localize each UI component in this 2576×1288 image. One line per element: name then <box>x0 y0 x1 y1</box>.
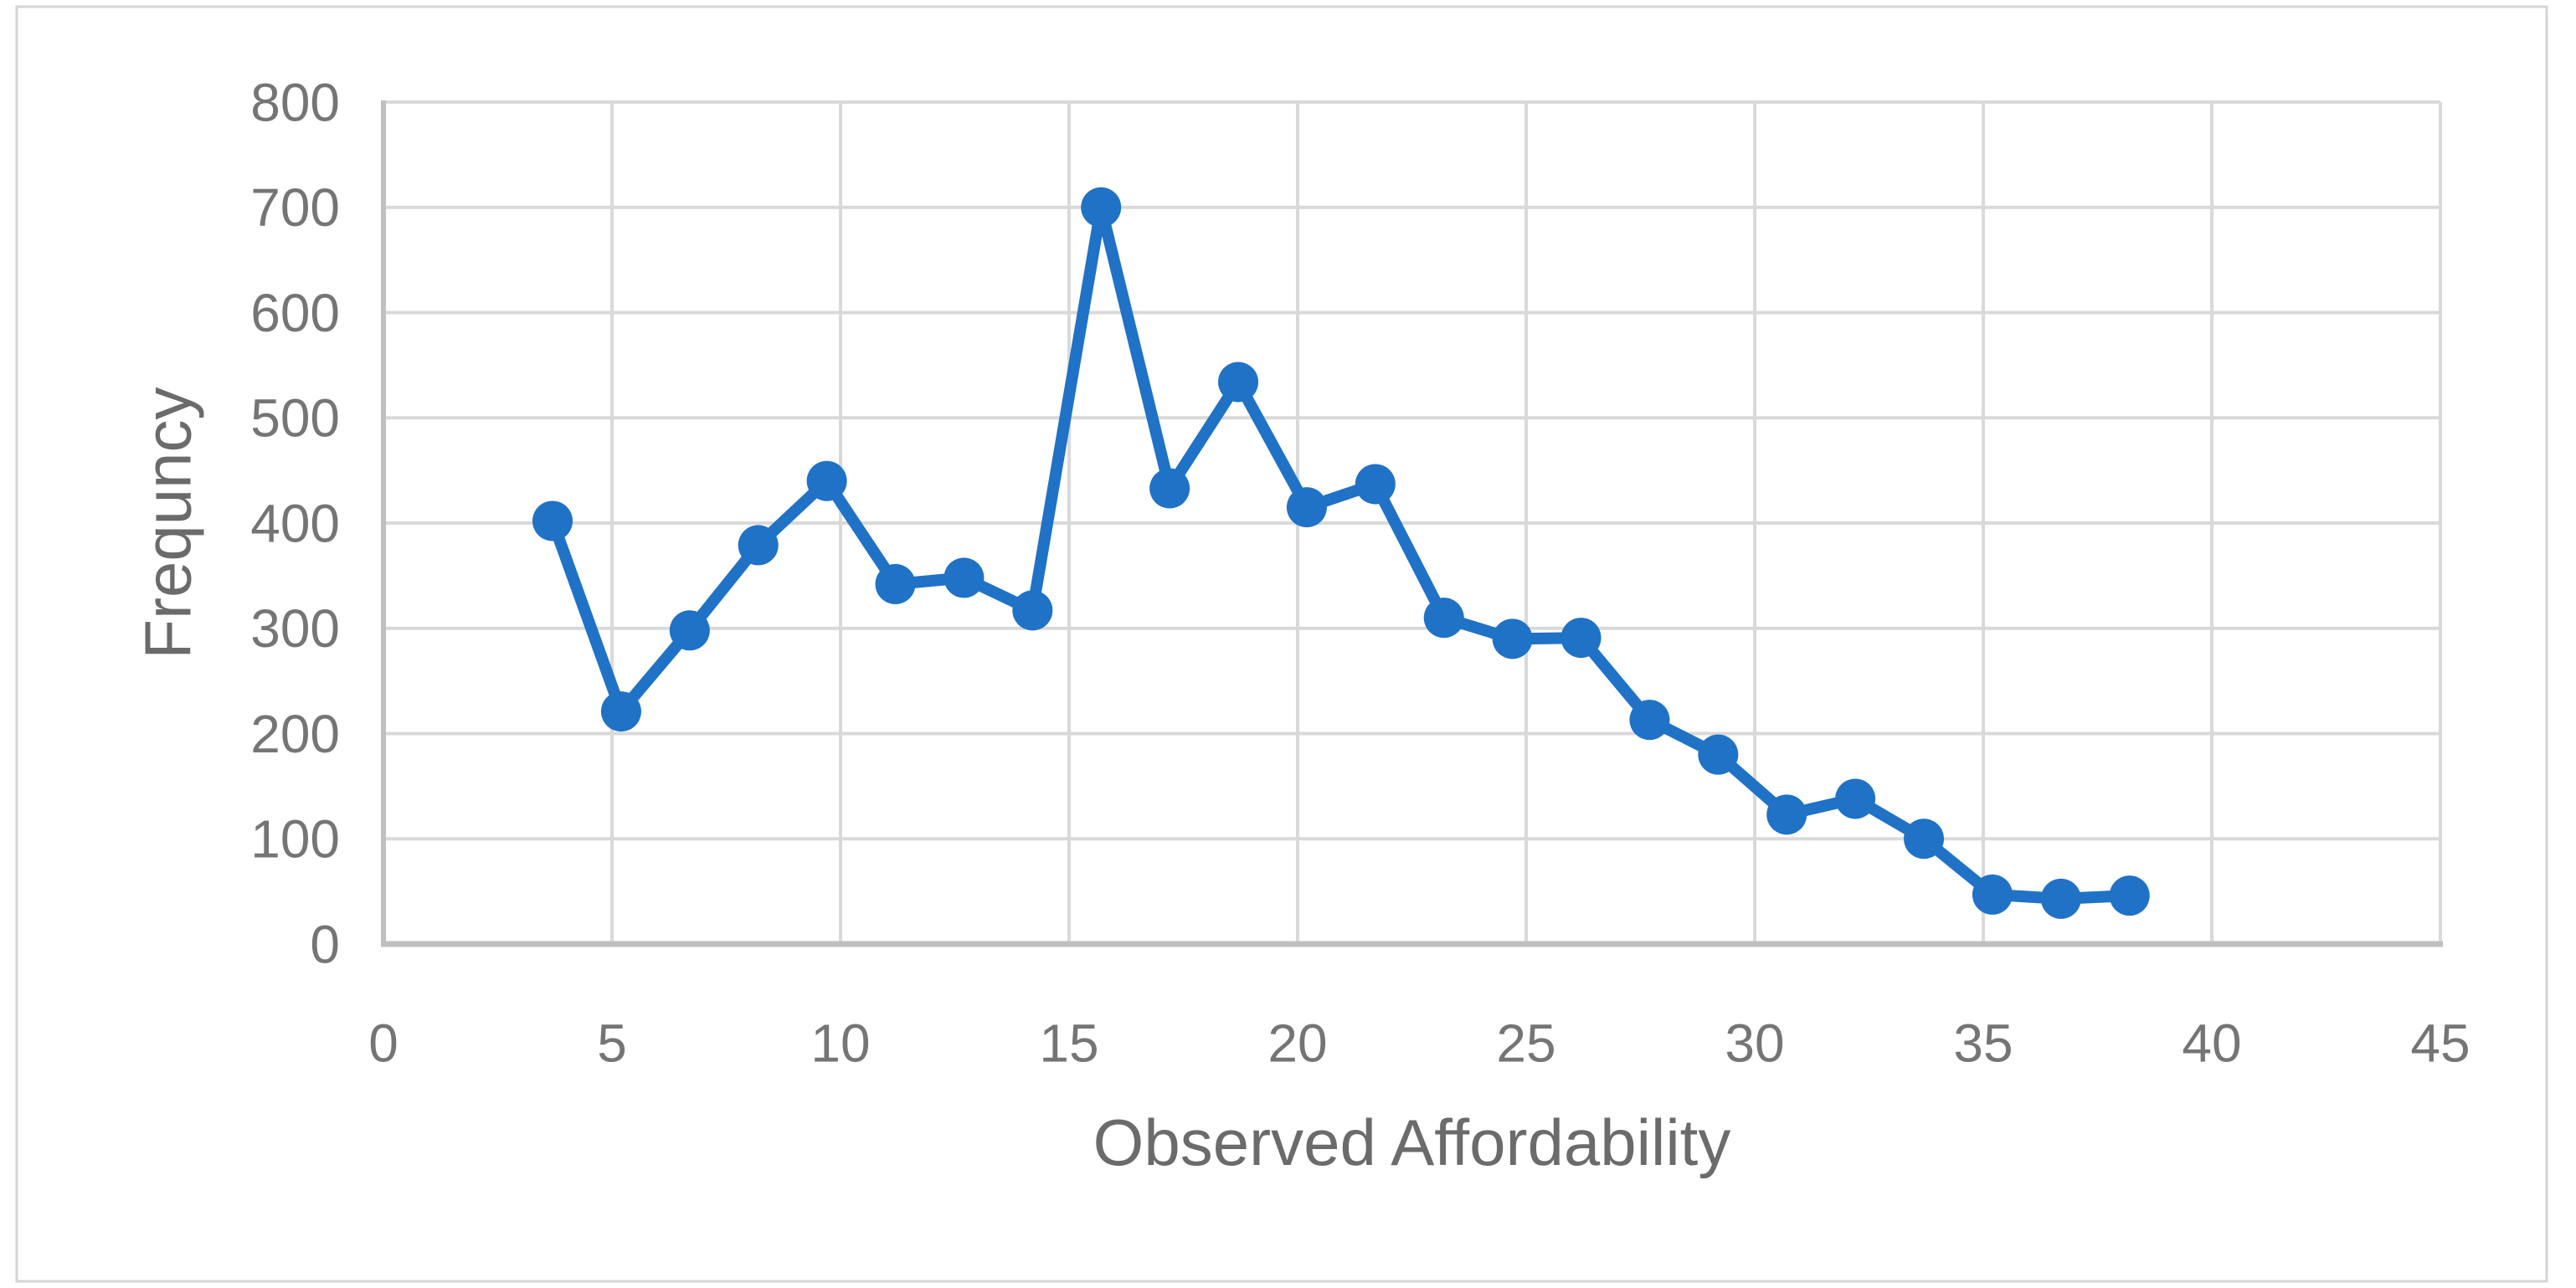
gridlines <box>383 100 2442 944</box>
y-tick-label-100: 100 <box>250 809 340 870</box>
data-point-marker <box>1218 362 1259 403</box>
chart-border <box>15 5 2548 1283</box>
data-point-marker <box>2109 875 2150 916</box>
data-point-marker <box>1972 874 2013 915</box>
axes <box>381 100 2443 947</box>
data-point-marker <box>1561 618 1602 659</box>
data-point-marker <box>532 500 573 541</box>
data-point-marker <box>669 610 710 651</box>
y-axis-tick-labels: 0 100 200 300 400 500 600 700 800 <box>250 72 340 974</box>
data-series <box>532 187 2150 919</box>
x-tick-label-15: 15 <box>1039 1013 1098 1073</box>
x-tick-label-30: 30 <box>1725 1013 1784 1073</box>
data-point-marker <box>1698 734 1739 775</box>
data-point-marker <box>875 563 916 604</box>
data-point-marker <box>738 525 779 566</box>
x-axis-tick-labels: 0 5 10 15 20 25 30 35 40 45 <box>368 1013 2470 1073</box>
x-tick-label-40: 40 <box>2182 1013 2241 1073</box>
data-point-marker <box>2040 878 2081 919</box>
y-tick-label-400: 400 <box>250 493 340 553</box>
x-tick-label-0: 0 <box>368 1013 398 1073</box>
data-point-marker <box>1081 187 1122 228</box>
data-point-marker <box>1012 590 1053 631</box>
data-point-marker <box>1835 778 1876 819</box>
x-tick-label-10: 10 <box>810 1013 870 1073</box>
y-tick-label-0: 0 <box>310 914 340 974</box>
data-point-marker <box>600 691 641 732</box>
y-tick-label-700: 700 <box>250 177 340 238</box>
data-point-marker <box>806 460 847 501</box>
x-tick-label-25: 25 <box>1496 1013 1555 1073</box>
y-tick-label-200: 200 <box>250 704 340 764</box>
x-tick-label-45: 45 <box>2410 1013 2470 1073</box>
data-point-marker <box>1355 464 1396 505</box>
data-point-marker <box>1423 598 1464 639</box>
data-point-marker <box>944 557 985 598</box>
data-point-marker <box>1286 487 1327 528</box>
x-axis-title: Observed Affordability <box>1093 1106 1731 1179</box>
y-tick-label-300: 300 <box>250 598 340 659</box>
data-point-marker <box>1149 468 1190 509</box>
data-point-marker <box>1904 818 1945 860</box>
x-tick-label-35: 35 <box>1953 1013 2013 1073</box>
y-tick-label-600: 600 <box>250 283 340 343</box>
data-point-marker <box>1766 794 1807 835</box>
y-tick-label-800: 800 <box>250 72 340 132</box>
x-tick-label-5: 5 <box>597 1013 627 1073</box>
data-point-marker <box>1629 700 1670 741</box>
x-tick-label-20: 20 <box>1267 1013 1327 1073</box>
y-axis-title: Frequncy <box>131 387 204 659</box>
data-point-marker <box>1492 618 1533 659</box>
y-tick-label-500: 500 <box>250 388 340 449</box>
